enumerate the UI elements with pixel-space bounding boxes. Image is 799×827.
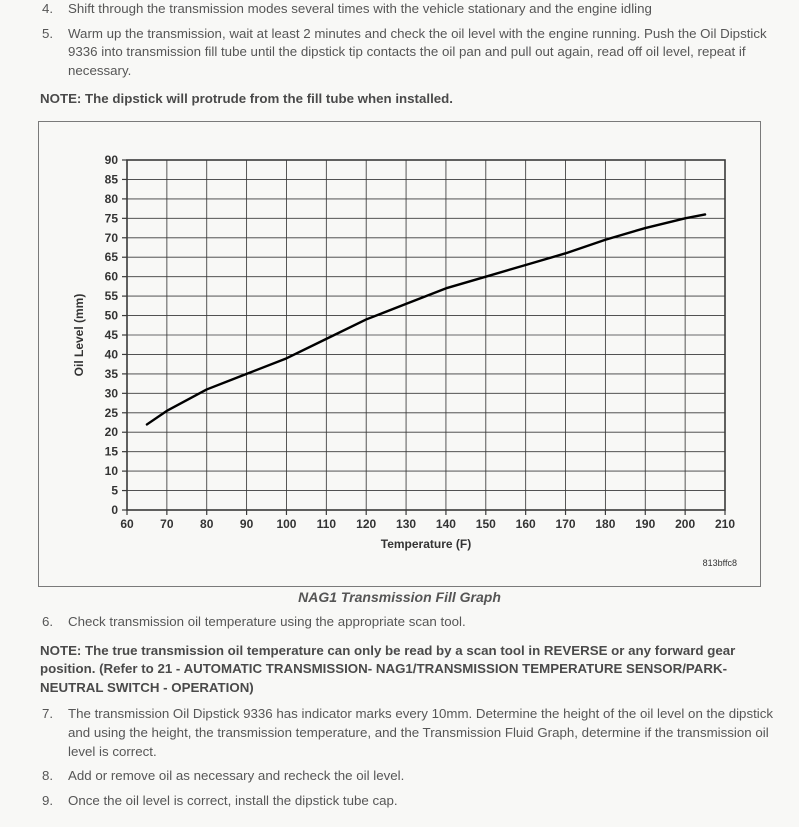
svg-text:180: 180 bbox=[595, 517, 615, 531]
note-dipstick-protrude: NOTE: The dipstick will protrude from th… bbox=[10, 86, 789, 117]
svg-text:65: 65 bbox=[105, 250, 119, 264]
step-text: Once the oil level is correct, install t… bbox=[68, 793, 398, 808]
step-item: 7. The transmission Oil Dipstick 9336 ha… bbox=[62, 705, 789, 767]
svg-text:70: 70 bbox=[105, 231, 119, 245]
chart-caption: NAG1 Transmission Fill Graph bbox=[10, 589, 789, 605]
svg-text:120: 120 bbox=[356, 517, 376, 531]
step-number: 9. bbox=[42, 792, 53, 811]
step-item: 8. Add or remove oil as necessary and re… bbox=[62, 767, 789, 792]
svg-text:90: 90 bbox=[105, 153, 119, 167]
fill-graph-chart: 6070809010011012013014015016017018019020… bbox=[63, 150, 743, 570]
svg-text:55: 55 bbox=[105, 289, 119, 303]
step-text: Warm up the transmission, wait at least … bbox=[68, 26, 767, 78]
svg-text:190: 190 bbox=[635, 517, 655, 531]
svg-text:160: 160 bbox=[516, 517, 536, 531]
svg-text:90: 90 bbox=[240, 517, 254, 531]
page-root: 4. Shift through the transmission modes … bbox=[0, 0, 799, 827]
svg-text:150: 150 bbox=[476, 517, 496, 531]
svg-text:80: 80 bbox=[200, 517, 214, 531]
step-text: Check transmission oil temperature using… bbox=[68, 614, 466, 629]
svg-text:30: 30 bbox=[105, 386, 119, 400]
svg-text:130: 130 bbox=[396, 517, 416, 531]
step-number: 4. bbox=[42, 0, 53, 19]
step-number: 8. bbox=[42, 767, 53, 786]
svg-text:85: 85 bbox=[105, 172, 119, 186]
svg-text:45: 45 bbox=[105, 328, 119, 342]
note-true-temp: NOTE: The true transmission oil temperat… bbox=[10, 638, 789, 706]
svg-text:40: 40 bbox=[105, 347, 119, 361]
svg-text:170: 170 bbox=[556, 517, 576, 531]
svg-text:813bffc8: 813bffc8 bbox=[703, 558, 737, 568]
svg-text:60: 60 bbox=[105, 270, 119, 284]
step-number: 6. bbox=[42, 613, 53, 632]
svg-text:100: 100 bbox=[276, 517, 296, 531]
svg-text:Temperature (F): Temperature (F) bbox=[381, 537, 471, 551]
step-item: 4. Shift through the transmission modes … bbox=[62, 0, 789, 25]
svg-text:10: 10 bbox=[105, 464, 119, 478]
step-item: 9. Once the oil level is correct, instal… bbox=[62, 792, 789, 817]
svg-text:25: 25 bbox=[105, 406, 119, 420]
step-number: 7. bbox=[42, 705, 53, 724]
svg-text:35: 35 bbox=[105, 367, 119, 381]
step-list-top: 4. Shift through the transmission modes … bbox=[10, 0, 789, 86]
svg-text:20: 20 bbox=[105, 425, 119, 439]
step-text: Add or remove oil as necessary and reche… bbox=[68, 768, 404, 783]
step-item: 6. Check transmission oil temperature us… bbox=[62, 613, 789, 638]
svg-text:200: 200 bbox=[675, 517, 695, 531]
svg-text:210: 210 bbox=[715, 517, 735, 531]
step-text: The transmission Oil Dipstick 9336 has i… bbox=[68, 706, 773, 758]
svg-text:60: 60 bbox=[120, 517, 134, 531]
step-number: 5. bbox=[42, 25, 53, 44]
svg-text:Oil Level (mm): Oil Level (mm) bbox=[72, 294, 86, 377]
step-item: 5. Warm up the transmission, wait at lea… bbox=[62, 25, 789, 87]
step-list-bottom: 7. The transmission Oil Dipstick 9336 ha… bbox=[10, 705, 789, 816]
chart-frame: 6070809010011012013014015016017018019020… bbox=[38, 121, 761, 587]
svg-text:110: 110 bbox=[317, 517, 337, 531]
svg-text:15: 15 bbox=[105, 445, 119, 459]
svg-text:5: 5 bbox=[111, 484, 118, 498]
svg-text:80: 80 bbox=[105, 192, 119, 206]
svg-text:50: 50 bbox=[105, 309, 119, 323]
step-text: Shift through the transmission modes sev… bbox=[68, 1, 652, 16]
svg-text:140: 140 bbox=[436, 517, 456, 531]
svg-text:75: 75 bbox=[105, 211, 119, 225]
svg-text:70: 70 bbox=[160, 517, 174, 531]
svg-text:0: 0 bbox=[111, 503, 118, 517]
step-list-mid: 6. Check transmission oil temperature us… bbox=[10, 613, 789, 638]
